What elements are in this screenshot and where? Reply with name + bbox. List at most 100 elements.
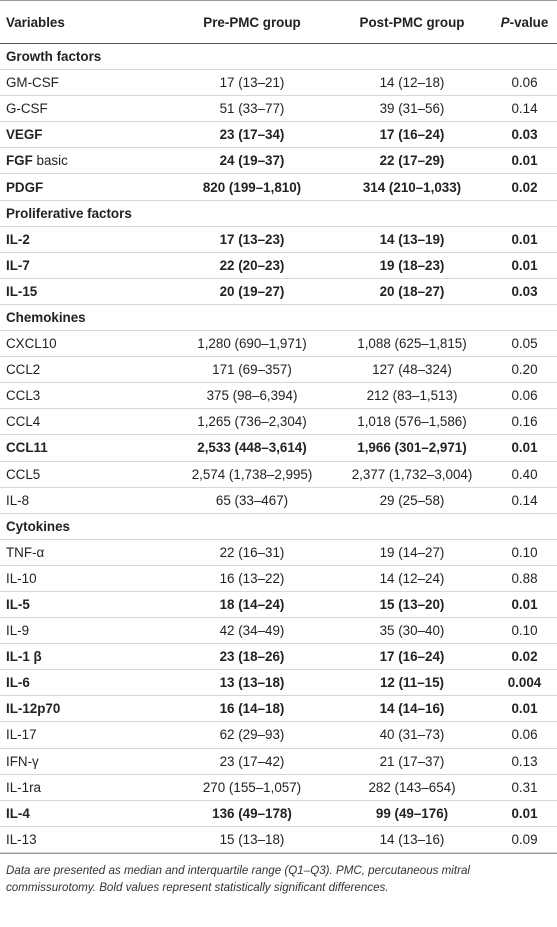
section-row: Growth factors xyxy=(0,43,557,71)
variable-cell: IL-17 xyxy=(0,721,172,749)
variable-name: IL-10 xyxy=(6,570,37,586)
post-cell: 21 (17–37) xyxy=(332,748,492,775)
variable-cell: CCL4 xyxy=(0,408,172,436)
p-value-cell: 0.88 xyxy=(492,565,557,592)
data-row: TNF-α 22 (16–31) 19 (14–27) 0.10 xyxy=(0,539,557,566)
variable-cell: IL-10 xyxy=(0,565,172,592)
variable-cell: CCL3 xyxy=(0,382,172,410)
variable-suffix: basic xyxy=(36,153,68,169)
p-value-cell: 0.02 xyxy=(492,643,557,671)
p-value-cell: 0.01 xyxy=(492,591,557,619)
pre-cell: 1,265 (736–2,304) xyxy=(172,408,332,436)
variable-name: CCL3 xyxy=(6,388,41,404)
data-row: IL-9 42 (34–49) 35 (30–40) 0.10 xyxy=(0,617,557,645)
post-cell: 29 (25–58) xyxy=(332,487,492,514)
section-title: Cytokines xyxy=(0,513,557,540)
p-value-cell: 0.03 xyxy=(492,278,557,305)
variable-cell: CXCL10 xyxy=(0,330,172,358)
variable-name: CXCL10 xyxy=(6,336,57,352)
p-value-cell: 0.02 xyxy=(492,173,557,201)
data-row: IL-1 β 23 (18–26) 17 (16–24) 0.02 xyxy=(0,643,557,671)
variable-name: CCL5 xyxy=(6,466,41,482)
post-cell: 14 (13–16) xyxy=(332,826,492,853)
variable-name: IL-17 xyxy=(6,727,37,743)
pre-cell: 171 (69–357) xyxy=(172,356,332,384)
section-title: Growth factors xyxy=(0,43,557,71)
p-value-cell: 0.06 xyxy=(492,721,557,749)
pre-cell: 15 (13–18) xyxy=(172,826,332,853)
variable-name: IL-12p70 xyxy=(6,701,61,717)
variable-name: CCL4 xyxy=(6,414,41,430)
variable-name: IL-15 xyxy=(6,283,38,299)
pre-cell: 2,574 (1,738–2,995) xyxy=(172,461,332,488)
p-value-cell: 0.09 xyxy=(492,826,557,853)
data-row: CCL5 2,574 (1,738–2,995) 2,377 (1,732–3,00… xyxy=(0,461,557,488)
data-row: CCL11 2,533 (448–3,614) 1,966 (301–2,971) 0… xyxy=(0,434,557,462)
post-cell: 39 (31–56) xyxy=(332,95,492,123)
pre-cell: 13 (13–18) xyxy=(172,669,332,697)
p-value-cell: 0.14 xyxy=(492,95,557,123)
section-row: Chemokines xyxy=(0,304,557,332)
p-value-cell: 0.14 xyxy=(492,487,557,514)
variable-cell: IL-7 xyxy=(0,252,172,279)
pre-cell: 17 (13–21) xyxy=(172,69,332,97)
variable-cell: TNF-α xyxy=(0,539,172,566)
data-row: G-CSF 51 (33–77) 39 (31–56) 0.14 xyxy=(0,95,557,123)
data-row: IL-7 22 (20–23) 19 (18–23) 0.01 xyxy=(0,252,557,279)
post-cell: 282 (143–654) xyxy=(332,774,492,801)
post-cell: 15 (13–20) xyxy=(332,591,492,619)
data-row: IL-4 136 (49–178) 99 (49–176) 0.01 xyxy=(0,800,557,827)
variable-cell: IL-5 xyxy=(0,591,172,619)
variable-name: GM-CSF xyxy=(6,75,59,91)
post-cell: 99 (49–176) xyxy=(332,800,492,827)
post-cell: 22 (17–29) xyxy=(332,147,492,175)
post-cell: 314 (210–1,033) xyxy=(332,173,492,201)
data-row: IL-15 20 (19–27) 20 (18–27) 0.03 xyxy=(0,278,557,305)
variable-cell: IL-1 β xyxy=(0,643,172,671)
variable-cell: IL-15 xyxy=(0,278,172,305)
pre-cell: 62 (29–93) xyxy=(172,721,332,749)
p-value-cell: 0.01 xyxy=(492,147,557,175)
variable-cell: IL-13 xyxy=(0,826,172,853)
section-title: Proliferative factors xyxy=(0,200,557,227)
p-value-cell: 0.01 xyxy=(492,226,557,253)
post-cell: 1,018 (576–1,586) xyxy=(332,408,492,436)
pre-cell: 136 (49–178) xyxy=(172,800,332,827)
p-value-cell: 0.01 xyxy=(492,800,557,827)
data-row: GM-CSF 17 (13–21) 14 (12–18) 0.06 xyxy=(0,69,557,97)
p-value-cell: 0.13 xyxy=(492,748,557,775)
post-cell: 35 (30–40) xyxy=(332,617,492,645)
variable-cell: IL-1ra xyxy=(0,774,172,801)
data-row: CCL4 1,265 (736–2,304) 1,018 (576–1,586) 0.… xyxy=(0,408,557,436)
variable-name: IL-1 β xyxy=(6,649,42,665)
variable-cell: IL-2 xyxy=(0,226,172,253)
post-cell: 127 (48–324) xyxy=(332,356,492,384)
post-cell: 40 (31–73) xyxy=(332,721,492,749)
pre-cell: 23 (17–34) xyxy=(172,121,332,149)
header-cell: Variables xyxy=(0,0,172,44)
data-row: VEGF 23 (17–34) 17 (16–24) 0.03 xyxy=(0,121,557,149)
pre-cell: 23 (17–42) xyxy=(172,748,332,775)
p-value-cell: 0.16 xyxy=(492,408,557,436)
data-row: IL-8 65 (33–467) 29 (25–58) 0.14 xyxy=(0,487,557,514)
section-title: Chemokines xyxy=(0,304,557,332)
variable-cell: IL-6 xyxy=(0,669,172,697)
p-value-cell: 0.03 xyxy=(492,121,557,149)
variable-name: IL-1ra xyxy=(6,779,41,795)
data-table: Variables Pre-PMC group Post-PMC group P… xyxy=(0,0,557,853)
variable-cell: CCL5 xyxy=(0,461,172,488)
variable-name: IL-5 xyxy=(6,597,30,613)
data-row: IFN-γ 23 (17–42) 21 (17–37) 0.13 xyxy=(0,748,557,775)
post-cell: 14 (14–16) xyxy=(332,695,492,723)
p-value-cell: 0.20 xyxy=(492,356,557,384)
post-cell: 17 (16–24) xyxy=(332,121,492,149)
p-value-cell: 0.06 xyxy=(492,69,557,97)
variable-cell: CCL2 xyxy=(0,356,172,384)
variable-cell: IFN-γ xyxy=(0,748,172,775)
footnote: Data are presented as median and interqu… xyxy=(0,852,557,896)
pre-cell: 20 (19–27) xyxy=(172,278,332,305)
variable-cell: FGF basic xyxy=(0,147,172,175)
header-cell: Post-PMC group xyxy=(332,0,492,44)
variable-cell: IL-8 xyxy=(0,487,172,514)
p-value-cell: 0.06 xyxy=(492,382,557,410)
